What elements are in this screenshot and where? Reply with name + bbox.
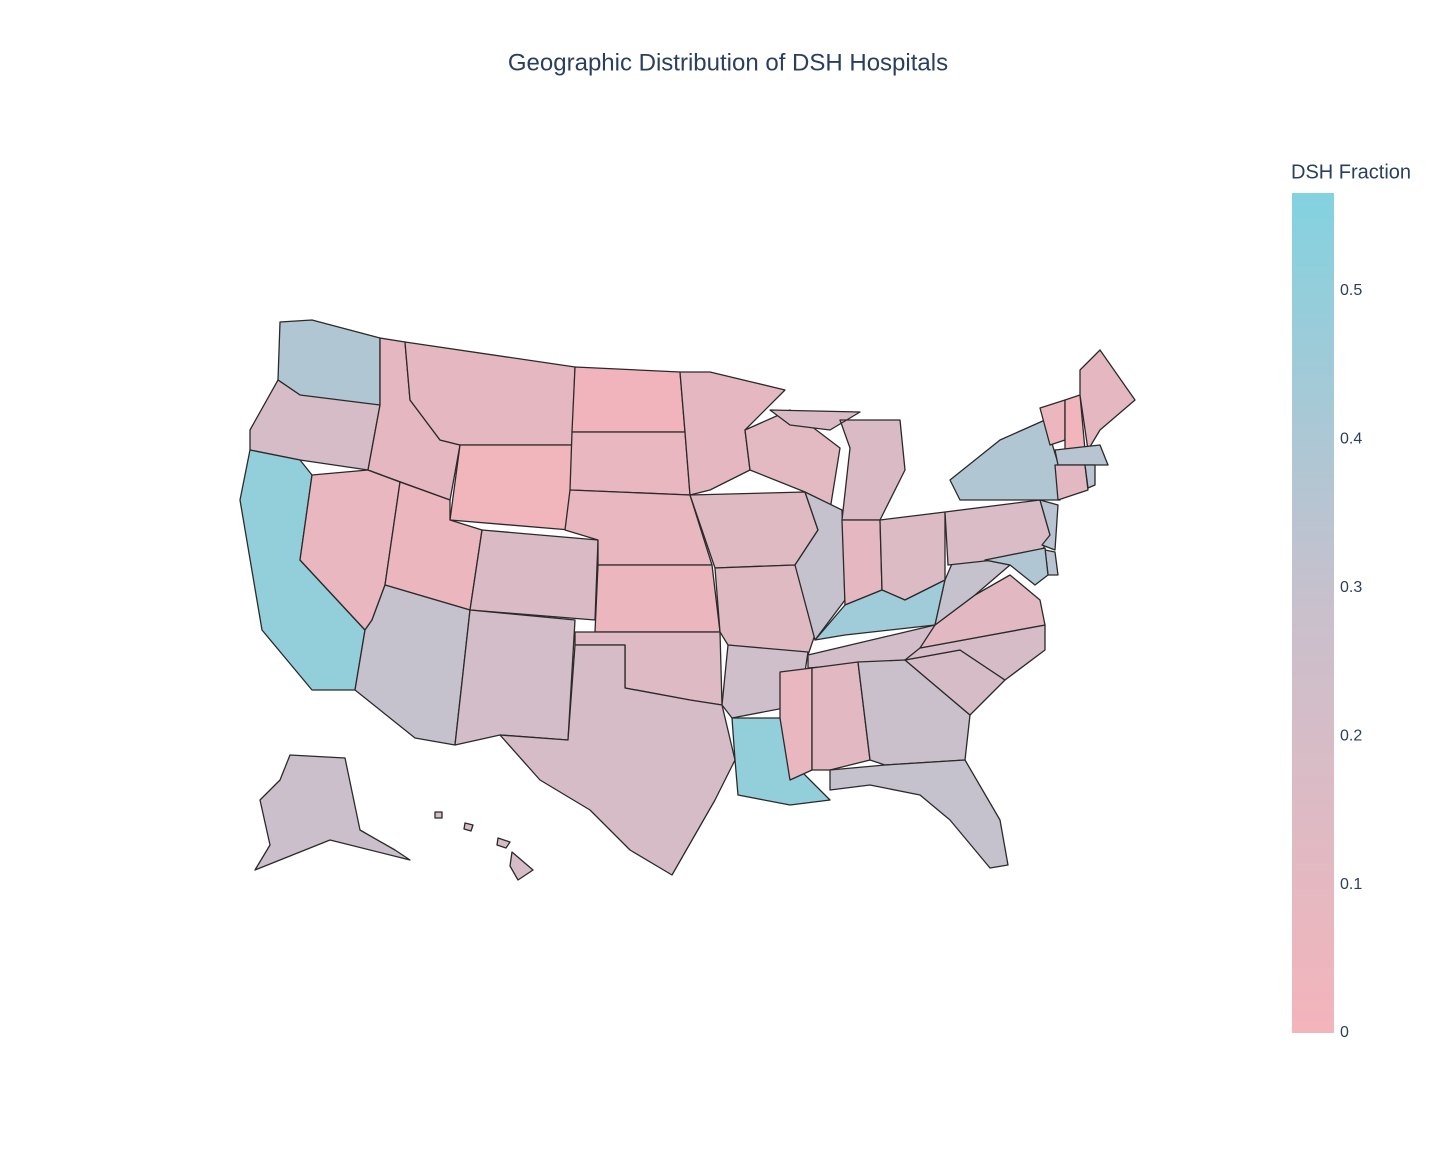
state (814, 579, 946, 641)
state (829, 759, 1009, 869)
state (1054, 464, 1089, 501)
colorbar-tick-label: 0.5 (1340, 282, 1362, 299)
colorbar-tick-label: 0.4 (1340, 431, 1362, 448)
state (779, 667, 813, 781)
state (811, 661, 871, 771)
state (249, 379, 381, 471)
colorbar-tick-label: 0.1 (1340, 876, 1362, 893)
state (1054, 444, 1109, 466)
colorbar (1292, 193, 1334, 1033)
state (454, 609, 576, 746)
state (254, 754, 411, 871)
state (1039, 499, 1059, 551)
colorbar-tick-label: 0.2 (1340, 727, 1362, 744)
state (1084, 464, 1096, 489)
state (469, 529, 599, 621)
state (571, 366, 686, 433)
state (1079, 349, 1136, 451)
colorbar-tick-label: 0.3 (1340, 579, 1362, 596)
colorbar-title: DSH Fraction (1291, 161, 1411, 183)
state (984, 547, 1049, 586)
state (949, 419, 1061, 501)
state (569, 431, 691, 496)
map (239, 319, 1136, 881)
state (449, 444, 573, 531)
state (499, 644, 736, 876)
chart-title: Geographic Distribution of DSH Hospitals (508, 49, 948, 76)
colorbar-tick-label: 0 (1340, 1024, 1349, 1041)
state (434, 811, 534, 881)
state (594, 564, 721, 633)
